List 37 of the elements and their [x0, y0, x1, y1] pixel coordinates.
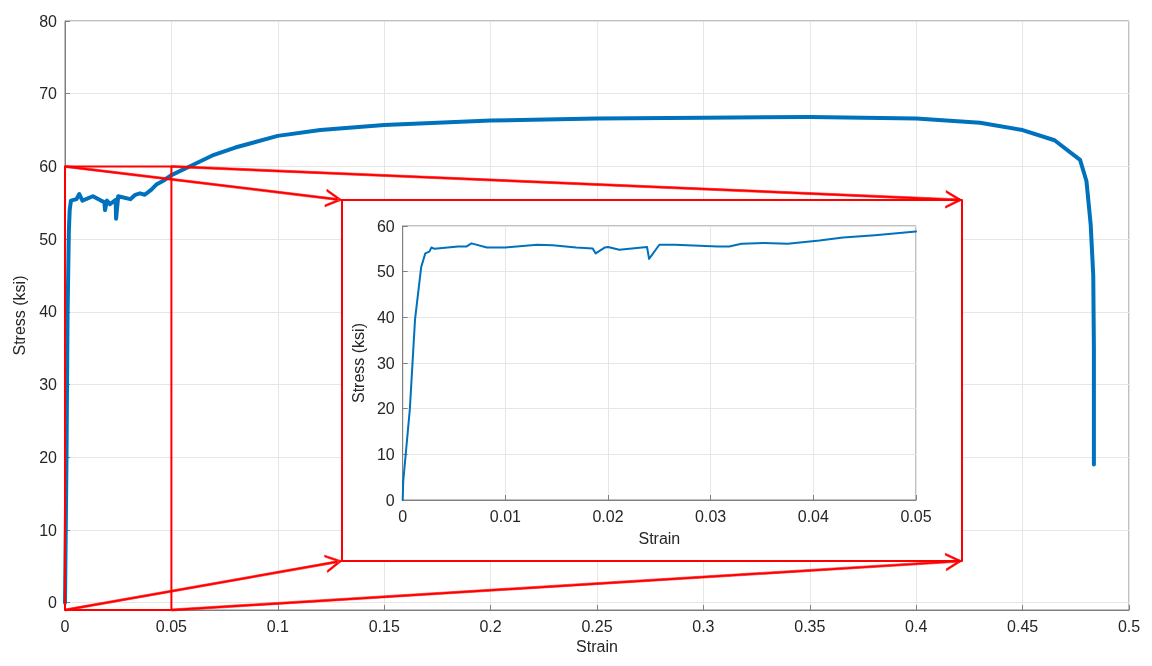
y-tick-label: 50 [376, 263, 395, 281]
y-tick-label: 30 [39, 376, 58, 394]
x-tick-label: 0.25 [581, 617, 613, 635]
y-tick-label: 20 [39, 448, 58, 466]
y-tick-label: 60 [376, 217, 395, 235]
y-tick-label: 40 [39, 303, 58, 321]
y-tick-label: 70 [39, 85, 58, 103]
y-tick-label: 40 [376, 308, 395, 326]
x-tick-label: 0.03 [695, 507, 727, 525]
y-tick-label: 50 [39, 230, 58, 248]
y-tick-label: 80 [39, 12, 58, 30]
x-tick-label: 0.05 [900, 507, 932, 525]
x-tick-label: 0.02 [592, 507, 624, 525]
x-tick-label: 0.1 [266, 617, 290, 635]
x-tick-label: 0.05 [155, 617, 188, 635]
x-tick-label: 0 [398, 507, 408, 525]
x-tick-label: 0.04 [797, 507, 830, 525]
y-axis-title: Stress (ksi) [10, 275, 28, 356]
x-axis-title: Strain [576, 638, 618, 656]
y-tick-label: 0 [48, 594, 58, 612]
y-tick-label: 20 [376, 400, 395, 418]
y-tick-label: 10 [39, 521, 58, 539]
x-tick-label: 0.5 [1117, 617, 1141, 635]
y-tick-label: 60 [39, 157, 58, 175]
x-tick-label: 0.3 [692, 617, 715, 635]
x-tick-label: 0.4 [905, 617, 928, 635]
y-axis-title: Stress (ksi) [349, 323, 367, 403]
x-tick-label: 0.01 [489, 507, 522, 525]
x-tick-label: 0.2 [479, 617, 502, 635]
y-tick-label: 0 [385, 491, 395, 509]
y-tick-label: 30 [376, 354, 395, 372]
x-tick-label: 0.45 [1007, 617, 1039, 635]
x-tick-label: 0 [60, 617, 70, 635]
y-tick-label: 10 [376, 445, 395, 463]
x-tick-label: 0.35 [794, 617, 826, 635]
x-tick-label: 0.15 [368, 617, 400, 635]
x-axis-title: Strain [638, 529, 681, 547]
